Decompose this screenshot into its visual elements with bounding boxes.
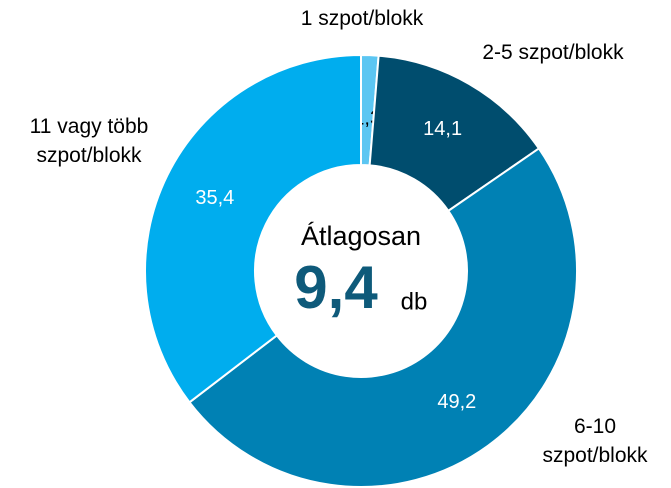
value-label: 35,4 [195,187,234,209]
category-label: 11 vagy több szpot/blokk [29,115,149,167]
center-title: Átlagosan [301,221,421,251]
donut-slice [144,53,362,404]
donut-slice [368,54,541,213]
value-label: 14,1 [423,118,462,140]
center-value: 9,4 [294,254,378,321]
donut-slice [188,147,578,488]
center-unit: db [401,288,428,315]
category-label: 6-10 szpot/blokk [542,415,648,467]
value-label: 49,2 [437,391,476,413]
category-label: 1 szpot/blokk [300,7,424,30]
category-label: 2-5 szpot/blokk [482,41,624,64]
